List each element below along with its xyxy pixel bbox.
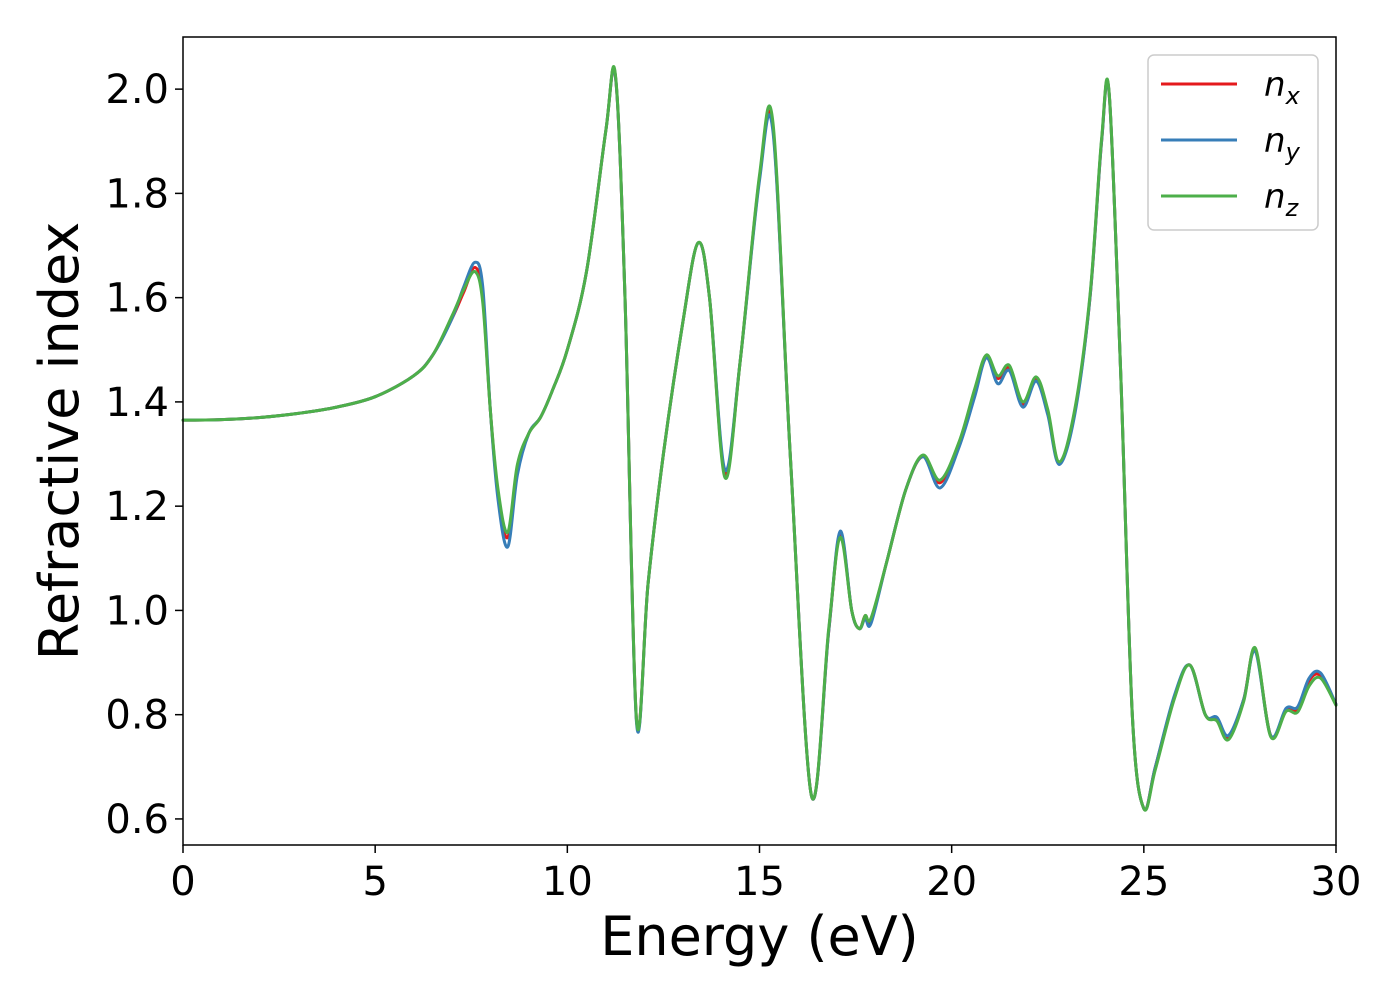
x-tick-label: 25 <box>1118 859 1169 905</box>
legend-label-x: nx <box>1264 65 1301 110</box>
y-axis-label: Refractive index <box>28 222 91 661</box>
series-layer <box>181 65 1338 812</box>
y-tick-label: 1.2 <box>105 484 169 530</box>
y-tick-label: 0.6 <box>105 797 169 843</box>
x-tick-label: 20 <box>926 859 977 905</box>
y-tick-label: 0.8 <box>105 693 169 739</box>
x-tick-label: 0 <box>170 859 195 905</box>
y-tick-label: 2.0 <box>105 67 169 113</box>
legend-box <box>1147 54 1319 231</box>
x-tick-label: 10 <box>542 859 593 905</box>
series-line-z <box>181 65 1338 812</box>
ticks-layer: 0 5 10 15 20 25 30 0.6 0.8 1.0 1.2 1.4 1.6 1.8 2.0 <box>105 67 1361 905</box>
y-tick-label: 1.8 <box>105 171 169 217</box>
x-tick-label: 30 <box>1311 859 1362 905</box>
legend-label-y: ny <box>1264 121 1301 166</box>
y-tick-label: 1.4 <box>105 380 169 426</box>
y-tick-label: 1.6 <box>105 276 169 322</box>
x-tick-label: 5 <box>362 859 387 905</box>
x-tick-label: 15 <box>734 859 785 905</box>
legend-label-z: nz <box>1264 177 1300 222</box>
legend: nx ny nz <box>1147 54 1319 231</box>
y-tick-label: 1.0 <box>105 588 169 634</box>
x-axis-label: Energy (eV) <box>600 905 919 968</box>
